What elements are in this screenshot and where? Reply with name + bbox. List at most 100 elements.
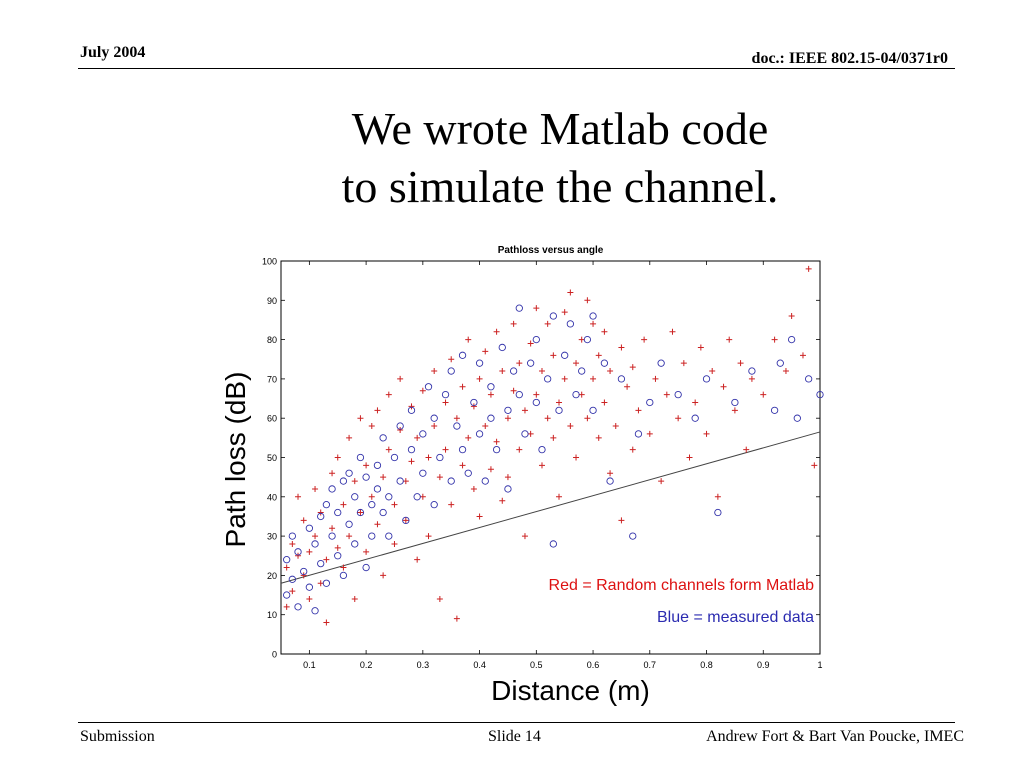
data-point-random — [323, 556, 330, 563]
data-point-measured — [311, 607, 319, 615]
y-tick-label: 20 — [267, 571, 277, 581]
data-point-random — [312, 533, 319, 540]
data-point-measured — [532, 335, 540, 344]
data-point-random — [419, 387, 426, 394]
data-point-random — [521, 533, 528, 540]
data-point-random — [590, 320, 597, 327]
data-point-random — [527, 340, 534, 347]
data-point-random — [635, 407, 642, 414]
data-point-random — [748, 375, 755, 382]
data-point-random — [374, 521, 381, 528]
data-point-measured — [356, 508, 365, 517]
x-axis-label: Distance (m) — [491, 675, 650, 706]
data-point-random — [499, 497, 506, 504]
data-point-random — [516, 446, 523, 453]
data-point-random — [720, 383, 727, 390]
x-tick-label: 0.1 — [303, 660, 316, 670]
data-point-measured — [555, 406, 563, 414]
data-point-random — [595, 434, 602, 441]
data-point-random — [533, 305, 540, 312]
data-point-measured — [589, 406, 597, 414]
footer-authors: Andrew Fort & Bart Van Poucke, IMEC — [706, 728, 964, 745]
data-point-random — [465, 336, 472, 343]
data-point-random — [493, 328, 500, 335]
data-point-measured — [515, 390, 523, 399]
data-point-measured — [509, 367, 518, 375]
data-point-measured — [458, 445, 467, 454]
data-point-measured — [424, 383, 433, 391]
data-point-random — [646, 430, 653, 437]
data-point-random — [453, 415, 460, 422]
data-point-random — [504, 474, 511, 481]
data-point-measured — [731, 398, 739, 407]
x-tick-label: 0.3 — [417, 660, 430, 670]
data-point-random — [601, 328, 608, 335]
slide-title: We wrote Matlab code to simulate the cha… — [0, 100, 1024, 216]
data-point-measured — [515, 304, 523, 312]
data-point-measured — [629, 532, 637, 540]
data-point-random — [561, 375, 568, 382]
y-tick-label: 70 — [267, 374, 277, 384]
data-point-measured — [521, 430, 529, 438]
data-point-measured — [334, 552, 342, 560]
data-point-measured — [328, 532, 336, 540]
data-point-measured — [339, 571, 348, 580]
data-point-measured — [583, 335, 592, 344]
data-point-random — [584, 297, 591, 304]
data-point-measured — [532, 398, 540, 407]
y-axis-label: Path loss (dB) — [220, 372, 251, 548]
data-point-measured — [288, 575, 296, 583]
data-point-measured — [402, 516, 410, 525]
data-point-measured — [283, 556, 291, 564]
chart-title: Pathloss versus angle — [498, 245, 604, 256]
data-point-random — [448, 356, 455, 363]
data-point-random — [788, 313, 795, 320]
data-point-measured — [396, 477, 404, 485]
data-point-measured — [549, 540, 557, 548]
data-point-measured — [328, 485, 336, 493]
data-point-measured — [419, 469, 427, 477]
data-point-random — [414, 556, 421, 563]
data-point-measured — [317, 512, 325, 521]
data-point-measured — [487, 414, 495, 422]
data-point-random — [306, 595, 313, 602]
data-point-random — [771, 336, 778, 343]
data-point-random — [346, 533, 353, 540]
data-point-random — [521, 407, 528, 414]
data-point-random — [607, 368, 614, 375]
footer-slide-number: Slide 14 — [488, 728, 541, 745]
data-point-random — [561, 309, 568, 316]
data-point-measured — [589, 312, 597, 320]
data-point-measured — [294, 603, 302, 611]
data-point-measured — [419, 430, 427, 438]
data-point-random — [329, 525, 336, 532]
data-point-random — [595, 352, 602, 359]
data-point-random — [306, 548, 313, 555]
data-point-measured — [646, 398, 654, 407]
data-point-random — [380, 572, 387, 579]
data-point-random — [453, 615, 460, 622]
data-point-random — [624, 383, 631, 390]
data-point-measured — [481, 477, 489, 485]
data-point-random — [726, 336, 733, 343]
data-point-random — [408, 403, 415, 410]
data-point-measured — [413, 493, 421, 501]
data-point-random — [289, 588, 296, 595]
data-point-measured — [339, 477, 348, 485]
data-point-measured — [793, 414, 801, 422]
data-point-random — [533, 391, 540, 398]
x-tick-label: 0.4 — [473, 660, 486, 670]
footer-submission: Submission — [80, 728, 155, 745]
data-point-random — [283, 564, 290, 571]
data-point-random — [805, 265, 812, 272]
data-point-random — [618, 344, 625, 351]
data-point-measured — [566, 320, 575, 328]
data-point-random — [499, 368, 506, 375]
data-point-measured — [544, 375, 552, 383]
annotation-red: Red = Random channels form Matlab — [549, 577, 815, 594]
data-point-random — [436, 474, 443, 481]
x-tick-label: 0.8 — [700, 660, 713, 670]
data-point-measured — [385, 493, 393, 501]
data-point-random — [346, 434, 353, 441]
data-point-measured — [294, 548, 302, 556]
